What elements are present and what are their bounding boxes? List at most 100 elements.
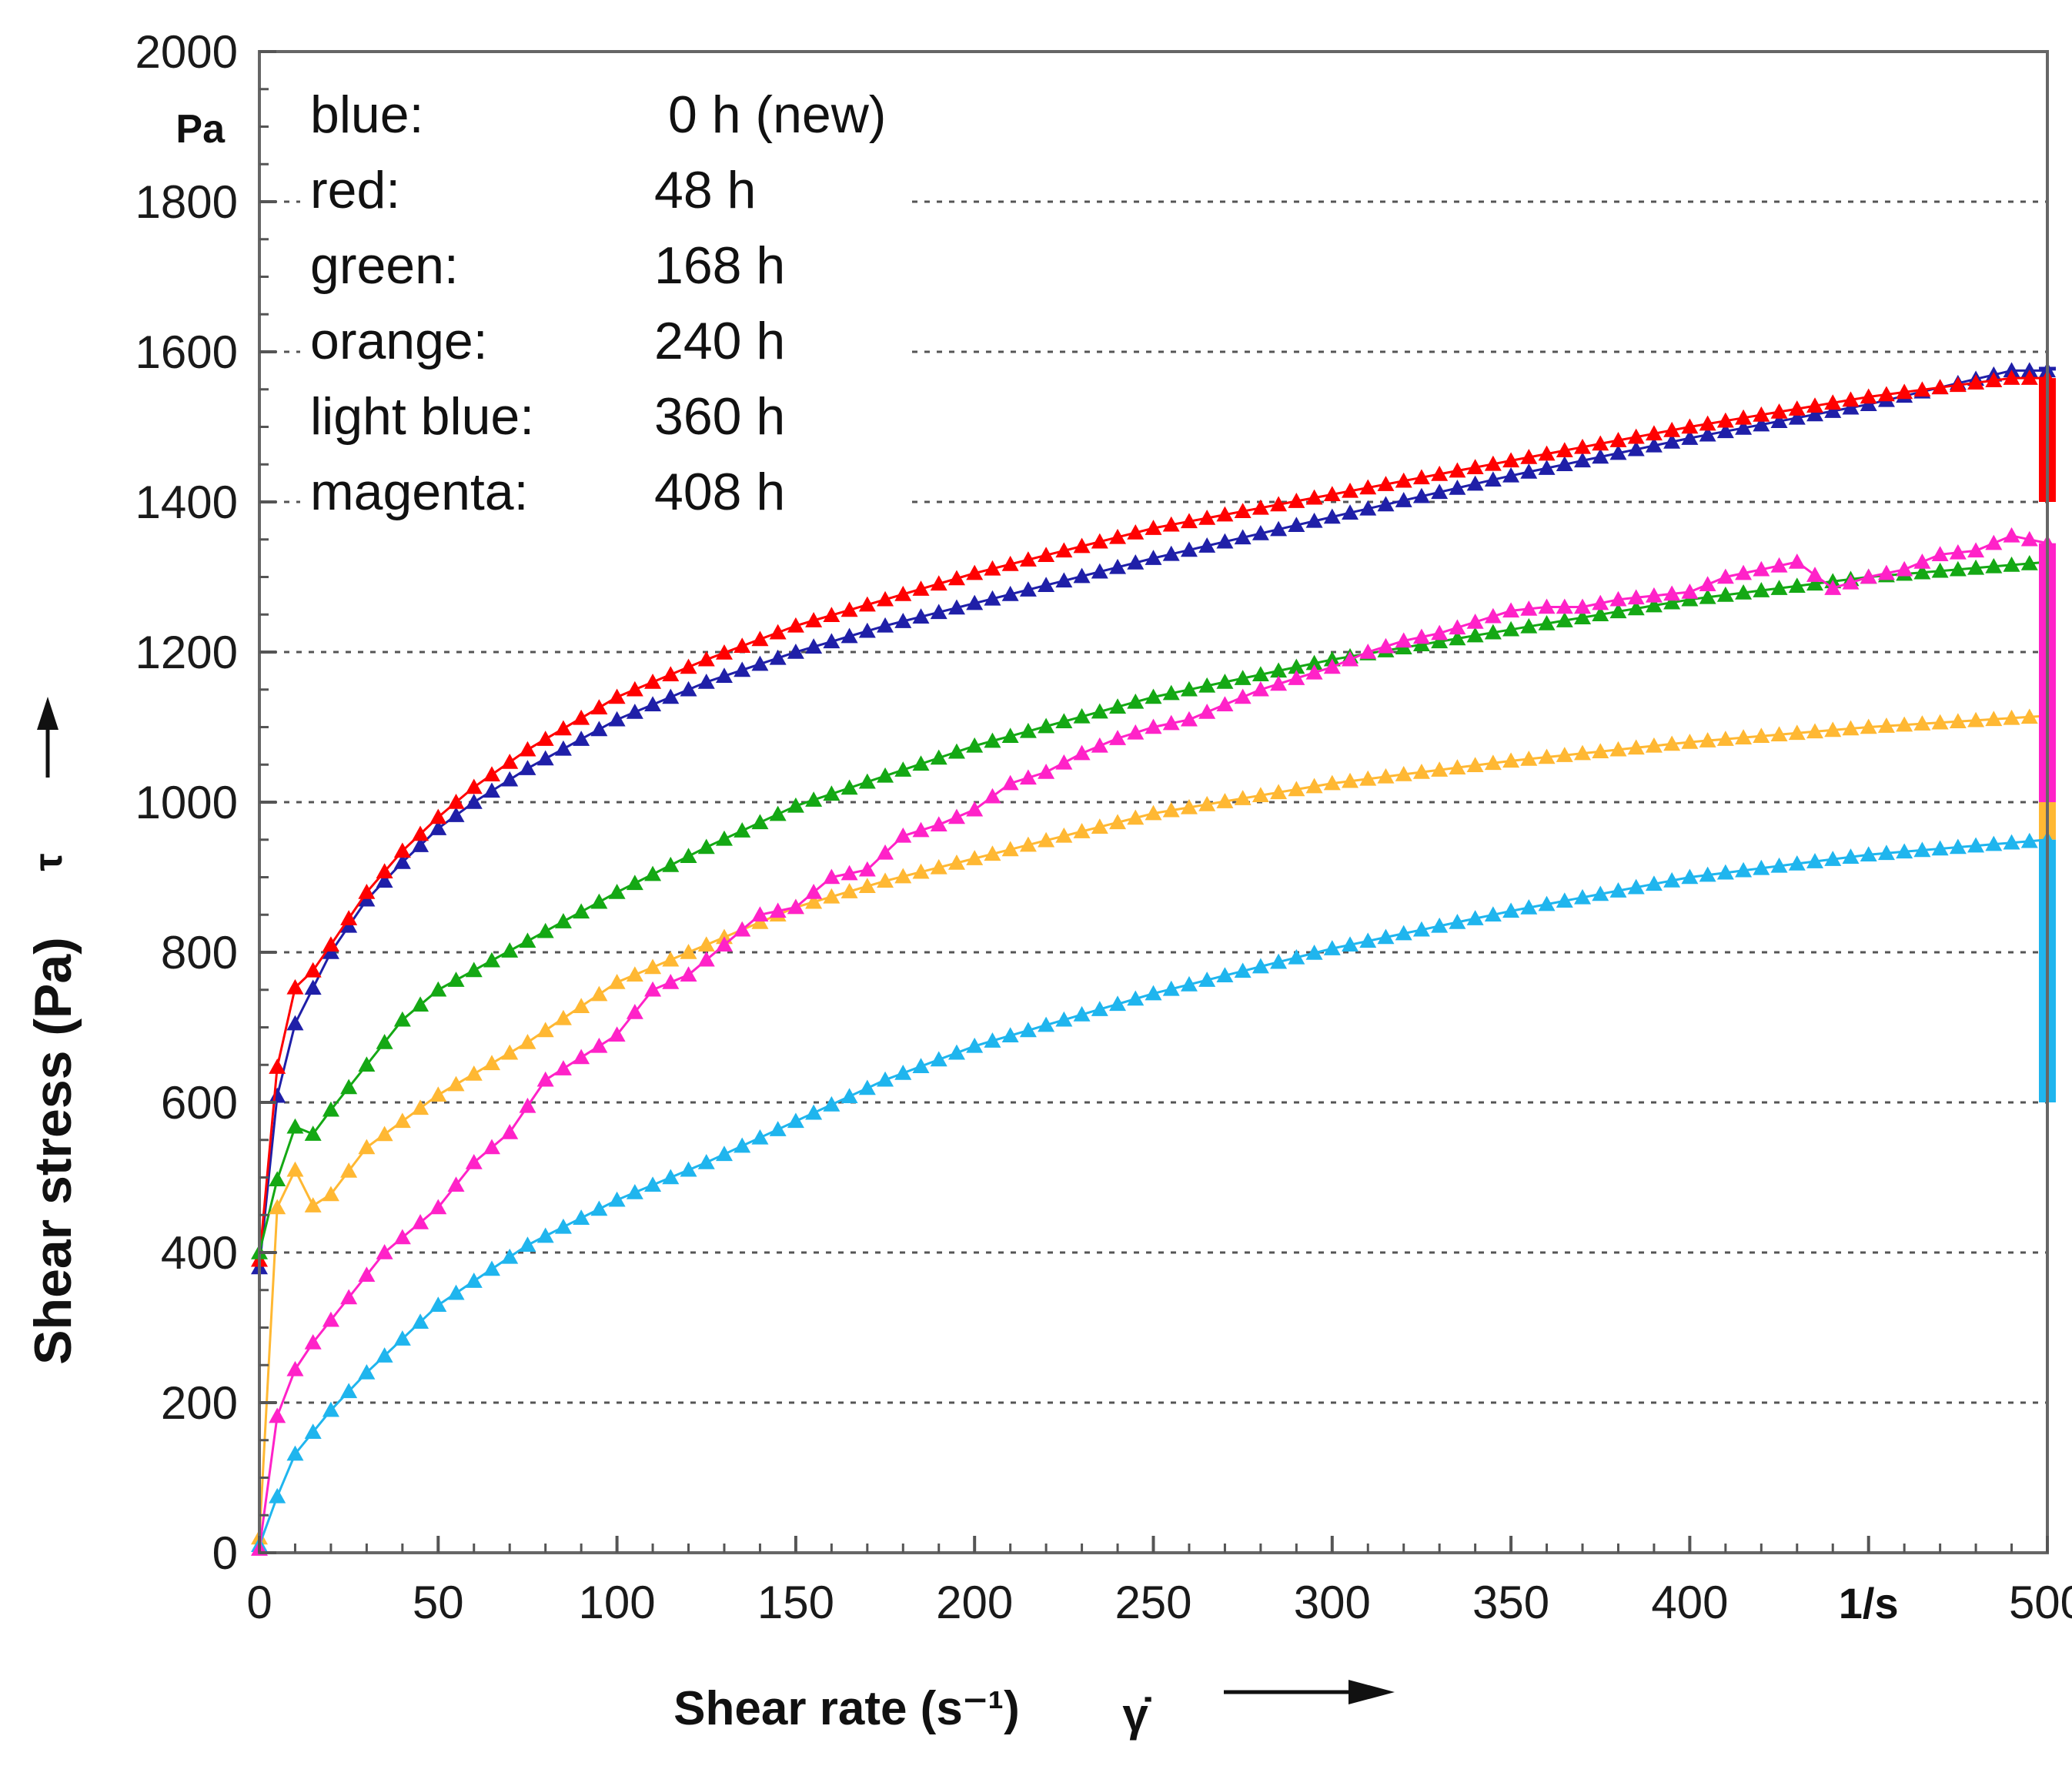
data-point-marker [1180,711,1198,727]
data-point-marker [1091,563,1108,579]
data-point-marker [787,644,804,659]
data-point-marker [1860,568,1877,584]
data-point-marker [1949,838,1967,855]
data-point-marker [1162,801,1180,818]
data-point-marker [966,564,984,580]
data-point-marker [1627,739,1645,755]
data-point-marker [1270,784,1288,800]
data-point-marker [1788,577,1806,593]
data-point-marker [1753,406,1770,422]
legend-color-name: green: [310,236,459,295]
data-point-marker [1913,715,1931,731]
data-point-marker [1663,421,1681,437]
data-point-marker [2003,556,2020,572]
data-point-marker [1412,487,1430,503]
data-point-marker [1377,768,1395,784]
data-point-marker [1663,735,1681,751]
data-point-marker [393,842,411,858]
data-point-marker [912,755,930,771]
legend-duration-label: 408 h [654,463,785,521]
data-point-marker [1466,614,1484,629]
data-point-marker [1574,744,1592,761]
data-point-marker [769,624,787,640]
data-point-marker [1145,985,1162,1001]
legend-duration-label: 0 h (new) [668,85,886,144]
data-point-marker [1484,607,1502,624]
data-point-marker [1788,855,1806,871]
data-point-marker [1252,958,1269,974]
data-point-marker [1645,875,1663,891]
data-point-marker [1663,433,1681,449]
data-point-marker [1412,469,1430,485]
data-point-marker [1484,754,1502,771]
data-point-marker [805,1104,823,1120]
data-point-marker [1502,902,1520,918]
data-point-marker [429,808,447,824]
data-point-marker [1323,940,1341,955]
data-point-marker [1502,452,1520,468]
data-point-marker [1699,415,1716,431]
data-point-marker [769,902,787,918]
data-point-marker [984,560,1001,576]
data-point-marker [554,1009,572,1025]
data-point-marker [1359,770,1377,786]
data-point-marker [966,594,984,610]
data-point-marker [840,865,858,881]
data-point-marker [1592,594,1609,610]
series-line [258,560,2048,1253]
data-point-marker [322,1311,339,1327]
data-point-marker [1609,444,1627,460]
data-point-marker [573,1209,590,1225]
data-point-marker [590,721,608,737]
data-point-marker [1806,397,1824,413]
data-point-marker [626,704,643,719]
data-point-marker [1091,818,1108,834]
data-point-marker [877,844,894,860]
data-point-marker [519,760,536,775]
data-point-marker [1216,696,1234,712]
data-point-marker [304,1334,322,1350]
data-point-marker [1860,388,1877,404]
data-point-marker [1681,868,1699,885]
data-point-marker [1735,729,1753,744]
data-point-marker [1842,574,1860,590]
data-point-marker [1538,895,1556,911]
data-point-marker [662,974,680,989]
data-point-marker [304,1125,322,1141]
series-line [258,714,2048,1538]
data-point-marker [1877,386,1895,402]
data-point-marker [1073,707,1091,724]
data-point-marker [286,1161,304,1177]
data-point-marker [1842,399,1860,415]
data-point-marker [1645,587,1663,603]
data-point-marker [573,1049,590,1065]
data-point-marker [376,1347,393,1363]
data-point-marker [1699,576,1716,592]
data-point-marker [1288,670,1305,685]
legend-color-name: magenta: [310,463,529,521]
data-point-marker [590,893,608,909]
data-point-marker [823,633,840,649]
data-point-marker [1127,523,1145,540]
data-point-marker [465,962,483,978]
data-point-marker [269,1487,286,1503]
data-point-marker [322,1186,339,1202]
data-point-marker [805,884,823,899]
x-axis-arrow [1224,1680,1395,1704]
data-point-marker [1967,374,1985,390]
data-point-marker [1931,840,1949,856]
data-point-marker [1609,741,1627,757]
data-point-marker [1896,560,1913,577]
data-point-marker [769,805,787,821]
data-point-marker [1234,790,1252,805]
x-axis-title: Shear rate (s⁻¹) [673,1682,1020,1735]
data-point-marker [1824,580,1842,595]
data-point-marker [680,944,697,959]
data-point-marker [1145,804,1162,821]
data-point-marker [1681,418,1699,434]
data-point-marker [322,1401,339,1417]
data-point-marker [608,711,626,727]
data-point-marker [1913,564,1931,580]
data-point-marker [715,936,733,952]
data-point-marker [1484,624,1502,640]
